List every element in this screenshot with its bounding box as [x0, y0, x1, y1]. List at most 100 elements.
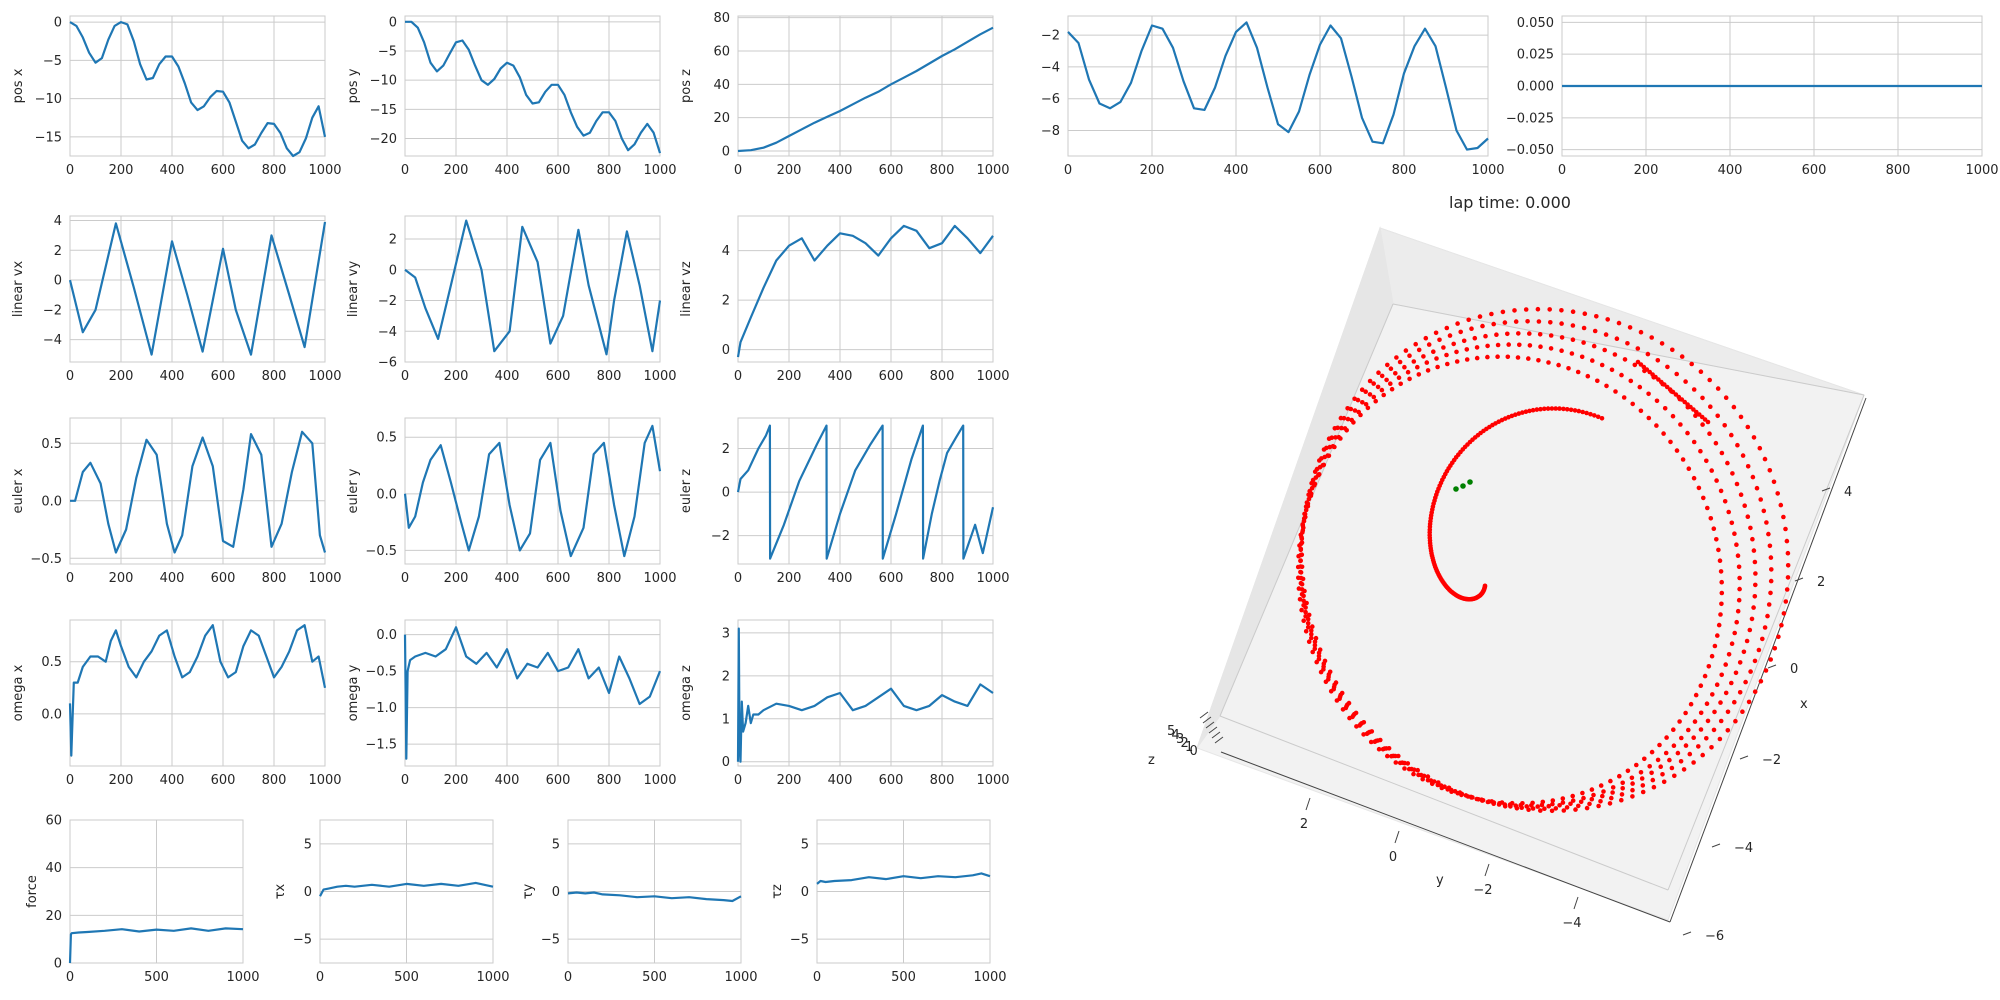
trajectory-point	[1638, 408, 1644, 414]
trajectory-point	[1589, 796, 1595, 802]
trajectory-point	[1752, 559, 1758, 565]
trajectory-point	[1599, 416, 1605, 421]
trajectory-point	[1307, 488, 1312, 494]
x-tick-label: 600	[879, 369, 904, 384]
x-tick-label: 1000	[724, 970, 757, 985]
y-tick-label: 2	[722, 669, 730, 684]
trajectory-point	[1298, 558, 1303, 563]
trajectory-point	[1512, 308, 1517, 313]
trajectory-point	[1753, 571, 1758, 576]
trajectory-point	[1661, 431, 1666, 436]
trajectory-point	[1407, 376, 1412, 382]
trajectory-point	[1379, 373, 1385, 379]
y-tick-label: 5	[552, 837, 560, 852]
y-axis-label: linear vz	[679, 261, 694, 317]
series-line	[319, 881, 494, 897]
plot-frame	[404, 15, 661, 157]
trajectory-point	[1672, 773, 1677, 779]
x-axis-label: x	[1800, 697, 1808, 712]
series-line	[68, 624, 327, 757]
trajectory-point	[1691, 439, 1697, 445]
trajectory-point	[1304, 500, 1310, 505]
trajectory-point	[1371, 394, 1377, 400]
x-tick-label: 1000	[973, 970, 1006, 985]
trajectory-point	[1394, 355, 1399, 360]
trajectory-point	[1681, 767, 1687, 772]
trajectory-point	[1704, 701, 1710, 706]
trajectory-point	[1396, 753, 1401, 759]
trajectory-point	[1582, 311, 1588, 317]
trajectory-point	[1310, 649, 1315, 655]
y-tick-label: 0	[552, 885, 560, 900]
trajectory-point	[1438, 783, 1444, 788]
marker-point	[1460, 483, 1466, 489]
series-line	[70, 430, 327, 554]
trajectory-point	[1751, 548, 1757, 553]
trajectory-point	[1734, 542, 1739, 547]
x-tick-label: 200	[109, 163, 134, 178]
plot-frame	[319, 819, 494, 964]
trajectory-point	[1485, 799, 1491, 805]
trajectory-point	[1444, 325, 1450, 331]
trajectory-point	[1559, 335, 1565, 340]
trajectory-point	[1701, 495, 1706, 501]
y-tick-label: 0	[722, 486, 730, 501]
trajectory-point	[1517, 342, 1522, 348]
trajectory-point	[1360, 400, 1365, 405]
trajectory-point	[1658, 764, 1663, 769]
trajectory-point	[1785, 563, 1791, 568]
trajectory-point	[1714, 537, 1719, 542]
trajectory-point	[1718, 700, 1723, 705]
trajectory-point	[1523, 307, 1529, 312]
trajectory-point	[1564, 805, 1570, 810]
trajectory-point	[1714, 682, 1720, 687]
trajectory-point	[1635, 346, 1641, 351]
x-tick-label: 0	[401, 369, 409, 384]
trajectory-point	[1613, 389, 1618, 394]
trajectory-point	[1768, 578, 1774, 584]
trajectory-point	[1609, 367, 1615, 373]
series-line	[403, 424, 662, 558]
trajectory-point	[1570, 323, 1576, 328]
trajectory-point	[1665, 364, 1670, 370]
trajectory-point	[1576, 803, 1581, 809]
trajectory-point	[1549, 406, 1555, 411]
y-tick-label: −5	[43, 54, 62, 69]
trajectory-point	[1489, 311, 1494, 317]
trajectory-point	[1693, 692, 1699, 698]
trajectory-point	[1715, 413, 1720, 419]
trajectory-point	[1572, 408, 1578, 413]
trajectory-point	[1756, 647, 1762, 653]
z-tick-label: 4	[1172, 728, 1180, 743]
x-tick-mark	[1682, 931, 1692, 936]
trajectory-point	[1735, 608, 1741, 614]
trajectory-point	[1746, 699, 1752, 705]
trajectory-point	[1463, 793, 1469, 798]
y-tick-label: −4	[378, 325, 397, 340]
trajectory-point	[1664, 735, 1669, 740]
trajectory-point	[1415, 364, 1420, 370]
trajectory-point	[1375, 384, 1381, 390]
trajectory-point	[1702, 673, 1708, 679]
z-tick-mark	[1199, 711, 1209, 719]
trajectory-point	[1688, 701, 1694, 707]
trajectory-point	[1416, 372, 1422, 377]
trajectory-point	[1570, 309, 1576, 315]
trajectory-point	[1630, 787, 1635, 793]
x-tick-label: 800	[262, 571, 287, 586]
trajectory-point	[1733, 718, 1738, 724]
x-tick-label: 400	[828, 571, 853, 586]
trajectory-point	[1445, 361, 1450, 367]
trajectory-point	[1749, 616, 1755, 622]
trajectory-point	[1693, 413, 1698, 419]
trajectory-point	[1550, 798, 1556, 803]
chart-panel-vy: 0 200 400 600 800 1000 2 0 −2 −4 −6 linear vy	[346, 215, 677, 384]
trajectory-point	[1723, 662, 1728, 667]
chart-panel-vx: 0 200 400 600 800 1000 4 2 0 −2 −4 linear vx	[11, 214, 342, 384]
chart-panel-eulerz: 0 200 400 600 800 1000 2 0 −2 euler z	[679, 417, 1010, 586]
trajectory-point	[1705, 419, 1711, 425]
trajectory-point	[1592, 413, 1597, 418]
trajectory-point	[1649, 749, 1655, 755]
trajectory-point	[1564, 407, 1570, 412]
plot-frame	[567, 819, 742, 964]
